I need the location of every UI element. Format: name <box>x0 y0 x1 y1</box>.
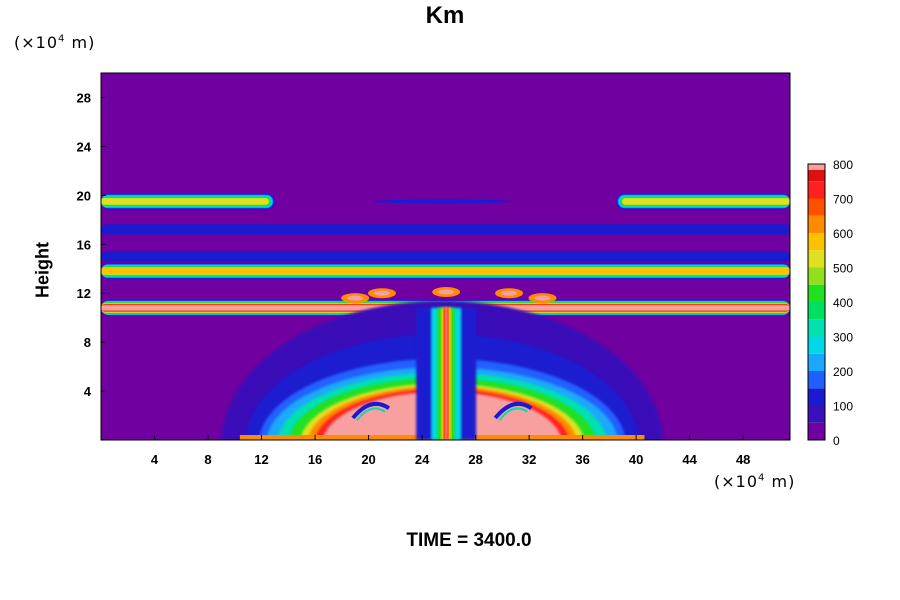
y-tick-label: 12 <box>77 286 91 301</box>
band-layer <box>622 198 790 205</box>
x-tick-label: 4 <box>151 452 159 467</box>
colorbar-segment <box>808 353 825 371</box>
y-tick-label: 8 <box>84 335 91 350</box>
colorbar-segment <box>808 233 825 251</box>
y-tick-label: 24 <box>77 139 92 154</box>
colorbar-segment <box>808 336 825 354</box>
x-tick-label: 8 <box>204 452 211 467</box>
x-tick-label: 44 <box>682 452 697 467</box>
colorbar-segment <box>808 198 825 216</box>
colorbar-segment <box>808 405 825 423</box>
colorbar-segment <box>808 250 825 268</box>
core-layer <box>445 307 448 440</box>
colorbar-segment <box>808 388 825 406</box>
contour-features <box>101 193 790 440</box>
x-tick-label: 28 <box>468 452 482 467</box>
colorbar-tick-label: 700 <box>833 193 853 207</box>
swirl-mark <box>498 407 528 422</box>
y-axis-ticks: 4 8 12 16 20 24 28 <box>77 90 106 399</box>
band-layer <box>101 268 790 275</box>
colorbar: 0 100 200 300 400 500 600 700 800 <box>807 158 853 448</box>
cloud-top-cell <box>373 290 390 296</box>
x-axis-ticks: 4 8 12 16 20 24 28 32 36 40 44 48 <box>151 435 750 467</box>
x-tick-label: 48 <box>736 452 750 467</box>
band-layer <box>101 225 790 234</box>
y-tick-label: 20 <box>77 188 91 203</box>
colorbar-segment <box>808 302 825 320</box>
colorbar-tick-label: 400 <box>833 296 853 310</box>
swirl-mark <box>351 401 391 420</box>
colorbar-tick-label: 0 <box>833 434 840 448</box>
x-tick-label: 16 <box>308 452 322 467</box>
colorbar-segment <box>808 164 825 170</box>
y-tick-label: 28 <box>77 90 91 105</box>
colorbar-tick-label: 500 <box>833 262 853 276</box>
band-layer <box>101 252 790 261</box>
x-tick-label: 40 <box>629 452 643 467</box>
colorbar-segment <box>808 267 825 285</box>
colorbar-frame <box>807 163 826 441</box>
x-tick-label: 36 <box>575 452 589 467</box>
chart-title: Km <box>425 2 465 29</box>
y-axis-unit: (×104 m) <box>14 33 96 52</box>
colorbar-tick-label: 600 <box>833 227 853 241</box>
colorbar-tick-label: 300 <box>833 331 853 345</box>
cloud-top-cell <box>534 295 551 301</box>
x-tick-label: 12 <box>254 452 268 467</box>
cloud-top-cell <box>438 289 455 295</box>
x-tick-label: 32 <box>522 452 536 467</box>
colorbar-segment <box>808 371 825 389</box>
band-layer <box>101 198 269 205</box>
upper-streak <box>372 199 513 204</box>
x-tick-label: 20 <box>361 452 375 467</box>
colorbar-segment <box>808 181 825 199</box>
cloud-top-cell <box>347 295 364 301</box>
plot-frame <box>100 72 791 441</box>
swirl-mark <box>493 401 533 420</box>
time-label: TIME = 3400.0 <box>406 530 532 551</box>
x-axis-unit: (×104 m) <box>714 472 796 491</box>
colorbar-segment <box>808 422 825 440</box>
colorbar-segment <box>808 319 825 337</box>
colorbar-tick-label: 100 <box>833 400 853 414</box>
colorbar-segment <box>808 215 825 233</box>
x-tick-label: 24 <box>415 452 430 467</box>
cloud-top-cell <box>501 290 518 296</box>
swirl-mark <box>356 407 386 422</box>
colorbar-segment <box>808 284 825 302</box>
y-tick-label: 4 <box>84 384 92 399</box>
colorbar-tick-label: 200 <box>833 365 853 379</box>
colorbar-tick-label: 800 <box>833 158 853 172</box>
y-tick-label: 16 <box>77 237 91 252</box>
